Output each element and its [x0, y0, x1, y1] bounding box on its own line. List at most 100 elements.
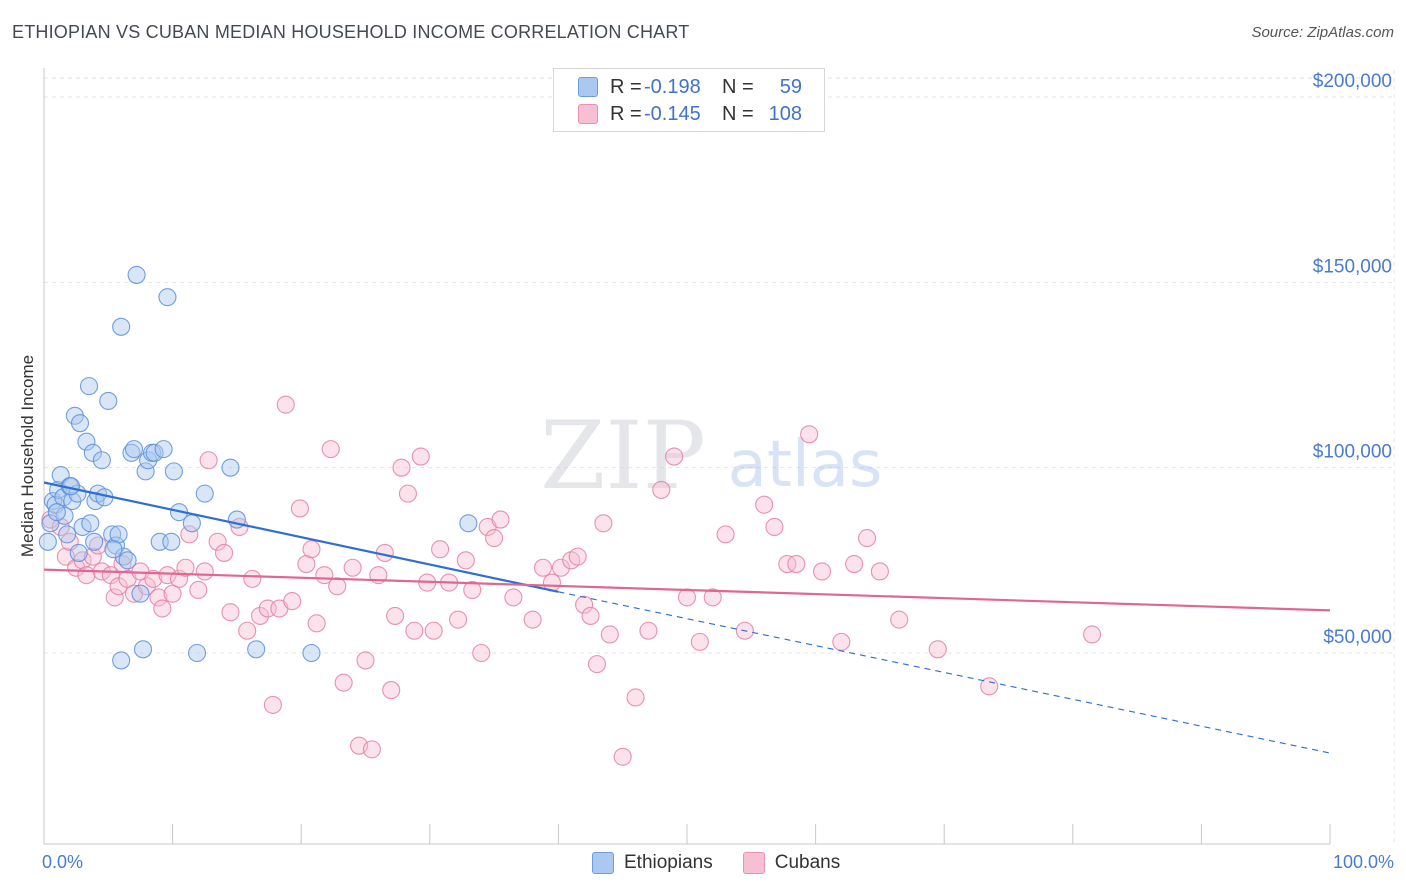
cubans-point [153, 599, 172, 618]
cubans-point [626, 688, 645, 707]
cubans-point [587, 655, 607, 674]
cubans-point [870, 562, 889, 581]
cubans-point [238, 621, 257, 640]
cubans-point [392, 458, 411, 477]
cubans-point [411, 447, 430, 466]
ethiopians-point [187, 643, 207, 663]
ethiopians-point [81, 514, 100, 533]
ethiopians-point [162, 532, 181, 551]
ethiopians-point [195, 484, 214, 503]
legend-item-cubans[interactable]: Cubans [742, 852, 840, 874]
cubans-point [800, 425, 819, 444]
cubans-point [276, 395, 295, 414]
cubans-point [665, 447, 684, 466]
cubans-point [600, 625, 619, 644]
cubans-point [639, 621, 658, 640]
cubans-point [431, 540, 450, 559]
ethiopians-point [459, 514, 478, 533]
cubans-point [472, 643, 491, 663]
cubans-point [328, 577, 347, 596]
cubans-point [176, 558, 195, 577]
cubans-points [41, 395, 1102, 766]
legend-r-label: R = [610, 102, 642, 125]
cubans-point [382, 681, 401, 700]
cubans-point [208, 532, 227, 551]
cubans-point [77, 566, 96, 585]
series-legend: Ethiopians Cubans [592, 852, 870, 874]
legend-n-label: N = [722, 75, 754, 98]
ethiopians-point [77, 432, 96, 451]
ethiopians-point [145, 443, 164, 462]
ethiopians-point [70, 414, 90, 433]
cubans-point [787, 554, 806, 574]
axes [43, 68, 1331, 845]
ethiopians-point [103, 525, 122, 544]
legend-row-cubans: R = -0.145 N = 108 [578, 102, 802, 126]
ethiopians-point [131, 584, 150, 603]
cubans-point [149, 588, 168, 607]
cubans-point [765, 517, 784, 537]
legend-swatch-ethiopians [578, 77, 598, 97]
ethiopians-point [69, 543, 88, 562]
ethiopians-point [158, 288, 177, 307]
cubans-point [575, 595, 594, 614]
cubans-point [51, 517, 70, 537]
ethiopians-point [182, 514, 201, 533]
cubans-point [321, 440, 340, 459]
cubans-point [463, 580, 482, 600]
correlation-legend: R = -0.198 N = 59 R = -0.145 N = 108 [553, 68, 825, 132]
trend-lines [43, 481, 1331, 754]
x-tick-label-min: 0.0% [42, 852, 84, 872]
cubans-point [199, 451, 218, 470]
cubans-point [533, 558, 553, 577]
cubans-point [1083, 625, 1102, 644]
cubans-point [405, 621, 424, 640]
legend-n-label: N = [722, 102, 754, 125]
ethiopians-point [47, 503, 66, 522]
cubans-point [362, 740, 381, 759]
ethiopians-point [112, 651, 131, 670]
ethiopians-point [133, 640, 153, 659]
cubans-point [845, 554, 864, 574]
cubans-point [485, 529, 504, 548]
chart-title: ETHIOPIAN VS CUBAN MEDIAN HOUSEHOLD INCO… [12, 22, 690, 42]
cubans-point [302, 540, 321, 559]
ethiopians-point [85, 532, 104, 551]
cubans-point [755, 495, 774, 514]
cubans-point [716, 525, 735, 544]
ethiopians-point [118, 551, 137, 570]
cubans-point [158, 566, 177, 585]
cubans-point [283, 592, 302, 611]
ethiopians-point [221, 458, 240, 477]
cubans-point [613, 747, 632, 766]
cubans-point [250, 606, 270, 625]
ethiopians-point [127, 265, 146, 284]
cubans-point [105, 588, 124, 607]
watermark: ZIP atlas [540, 402, 882, 511]
cubans-point [334, 673, 353, 692]
legend-n-value: 108 [768, 102, 802, 125]
cubans-point [812, 562, 832, 581]
ethiopians-point [124, 440, 144, 459]
legend-item-ethiopians[interactable]: Ethiopians [592, 852, 713, 874]
ethiopians-point [302, 643, 321, 663]
ethiopians-point [136, 462, 155, 481]
cubans-point [491, 510, 510, 529]
ethiopians-point [41, 514, 60, 533]
cubans-point [195, 562, 214, 581]
legend-row-ethiopians: R = -0.198 N = 59 [578, 75, 802, 99]
source-label: Source: ZipAtlas.com [1251, 24, 1394, 41]
legend-swatch-cubans [578, 104, 598, 124]
cubans-point [109, 577, 128, 596]
legend-swatch-ethiopians [592, 852, 614, 874]
y-tick-label: $100,000 [1313, 442, 1392, 463]
cubans-point [67, 558, 86, 577]
cubans-point [890, 610, 909, 629]
watermark-zip: ZIP [540, 402, 706, 511]
cubans-point [386, 606, 405, 625]
gridlines [44, 70, 1395, 844]
cubans-point [214, 543, 234, 562]
cubans-point [652, 480, 671, 499]
ethiopians-trend-line [43, 481, 559, 593]
